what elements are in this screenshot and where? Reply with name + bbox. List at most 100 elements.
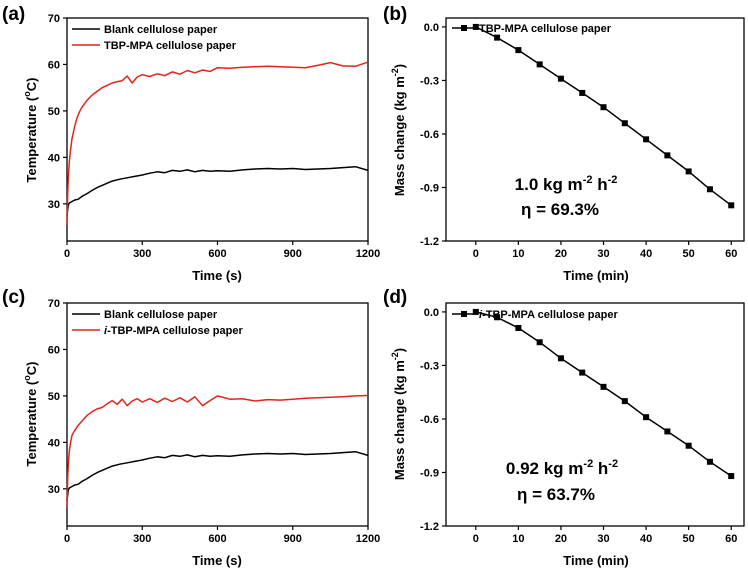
x-axis-label-a: Time (s) [192, 268, 242, 283]
series-line-c-1 [66, 394, 369, 508]
x-axis-label-d: Time (min) [563, 553, 629, 568]
data-point-b-9 [664, 152, 671, 159]
y-tick-label-d-3: -0.9 [420, 467, 439, 479]
legend-marker-d [461, 311, 467, 317]
x-tick-label-a-0: 0 [64, 248, 70, 260]
data-point-d-12 [728, 473, 735, 480]
data-point-b-6 [600, 104, 607, 111]
data-point-d-3 [536, 339, 543, 346]
x-tick-label-b-0: 0 [473, 248, 479, 260]
plot-frame-d [445, 302, 745, 527]
plot-area-a: 0 300 600 900 1200 30 40 50 60 70 [48, 13, 380, 260]
data-point-b-2 [515, 47, 522, 54]
legend-label-itbp-c: i-TBP-MPA cellulose paper [104, 325, 243, 337]
data-point-d-10 [685, 442, 692, 449]
x-tick-label-d-0: 0 [473, 533, 479, 545]
data-point-b-5 [579, 89, 586, 96]
data-point-d-11 [706, 458, 713, 465]
y-tick-label-b-2: -0.6 [420, 129, 439, 141]
y-tick-label-a-2: 50 [48, 106, 60, 118]
data-point-d-2 [515, 324, 522, 331]
y-tick-label-c-4: 70 [48, 298, 60, 310]
rate-annotation-b: 1.0 kg m-2 h-2 [515, 174, 618, 194]
x-tick-label-b-2: 20 [555, 248, 567, 260]
x-tick-label-b-5: 50 [683, 248, 695, 260]
y-tick-label-a-4: 70 [48, 13, 60, 25]
legend-label-blank-a: Blank cellulose paper [104, 24, 218, 36]
efficiency-annotation-b: η = 69.3% [521, 200, 599, 219]
y-tick-label-c-2: 50 [48, 391, 60, 403]
x-tick-label-d-5: 50 [683, 533, 695, 545]
rate-annotation-d: 0.92 kg m-2 h-2 [506, 458, 618, 478]
panel-label-d: (d) [383, 287, 407, 308]
legend-a: Blank cellulose paper TBP-MPA cellulose … [72, 24, 237, 52]
x-tick-label-d-2: 20 [555, 533, 567, 545]
panel-label-c: (c) [2, 287, 25, 308]
x-tick-label-d-1: 10 [512, 533, 524, 545]
panel-b: (b) 0 10 20 30 40 50 60 0.0 -0.3 -0.6 -0.9 -1.2 TBP… [383, 4, 745, 283]
legend-label-tbp-a: TBP-MPA cellulose paper [104, 40, 237, 52]
data-point-d-9 [664, 428, 671, 435]
data-point-b-12 [728, 202, 735, 209]
data-point-b-11 [706, 186, 713, 193]
y-tick-label-b-1: -0.3 [420, 75, 439, 87]
x-tick-label-c-1: 300 [133, 533, 151, 545]
panel-label-a: (a) [2, 4, 25, 25]
y-axis-label-d: Mass change (kg m-2) [390, 348, 407, 480]
series-line-c-0 [66, 450, 369, 501]
legend-marker-b [461, 25, 467, 31]
data-point-d-6 [600, 383, 607, 390]
x-tick-label-c-3: 900 [284, 533, 302, 545]
x-tick-label-c-2: 600 [208, 533, 226, 545]
x-tick-label-a-1: 300 [133, 248, 151, 260]
y-axis-label-c: Temperature (oC) [22, 362, 39, 467]
data-point-d-8 [643, 414, 650, 421]
x-tick-label-c-4: 1200 [356, 533, 380, 545]
data-point-d-5 [579, 369, 586, 376]
y-tick-label-d-0: 0.0 [424, 307, 439, 319]
y-tick-label-d-2: -0.6 [420, 414, 439, 426]
data-point-b-1 [494, 34, 501, 41]
legend-label-blank-c: Blank cellulose paper [104, 309, 218, 321]
data-point-d-1 [494, 314, 501, 321]
legend-b: TBP-MPA cellulose paper [452, 23, 612, 35]
x-axis-label-c: Time (s) [192, 553, 242, 568]
data-point-b-8 [643, 136, 650, 143]
legend-label-b: TBP-MPA cellulose paper [479, 23, 612, 35]
y-tick-label-a-0: 30 [48, 199, 60, 211]
panel-label-b: (b) [383, 4, 407, 25]
plot-area-c: 0 300 600 900 1200 30 40 50 60 70 [48, 298, 380, 545]
legend-label-d: i-TBP-MPA cellulose paper [479, 309, 618, 321]
y-axis-label-b: Mass change (kg m-2) [390, 64, 407, 196]
y-tick-label-b-4: -1.2 [420, 236, 439, 248]
data-point-d-0 [472, 308, 479, 315]
x-tick-label-b-3: 30 [597, 248, 609, 260]
legend-c: Blank cellulose paper i-TBP-MPA cellulos… [72, 309, 243, 337]
y-tick-label-d-1: -0.3 [420, 360, 439, 372]
panel-c: (c) 0 300 600 900 1200 30 40 50 60 70 Blank cellu… [2, 287, 380, 568]
data-point-b-7 [621, 120, 628, 127]
series-line-d-0 [475, 311, 732, 477]
x-tick-label-b-4: 40 [640, 248, 652, 260]
y-tick-label-b-0: 0.0 [424, 22, 439, 34]
data-point-b-4 [557, 75, 564, 82]
legend-d: i-TBP-MPA cellulose paper [452, 309, 618, 321]
x-tick-label-a-4: 1200 [356, 248, 380, 260]
x-tick-label-d-4: 40 [640, 533, 652, 545]
series-line-a-1 [66, 61, 369, 225]
plot-frame-b [445, 17, 745, 242]
x-tick-label-b-1: 10 [512, 248, 524, 260]
x-axis-label-b: Time (min) [563, 268, 629, 283]
data-point-b-0 [472, 23, 479, 30]
x-tick-label-d-3: 30 [597, 533, 609, 545]
data-point-b-10 [685, 168, 692, 175]
y-tick-label-d-4: -1.2 [420, 521, 439, 533]
plot-area-d: 0 10 20 30 40 50 60 0.0 -0.3 -0.6 -0.9 -1.2 [420, 307, 737, 545]
y-tick-label-c-3: 60 [48, 344, 60, 356]
data-point-d-4 [557, 355, 564, 362]
efficiency-annotation-d: η = 63.7% [517, 485, 595, 504]
panel-a: (a) 0 300 600 900 1200 30 40 50 60 70 Blank cellu… [2, 4, 380, 283]
x-tick-label-c-0: 0 [64, 533, 70, 545]
y-tick-label-a-3: 60 [48, 59, 60, 71]
